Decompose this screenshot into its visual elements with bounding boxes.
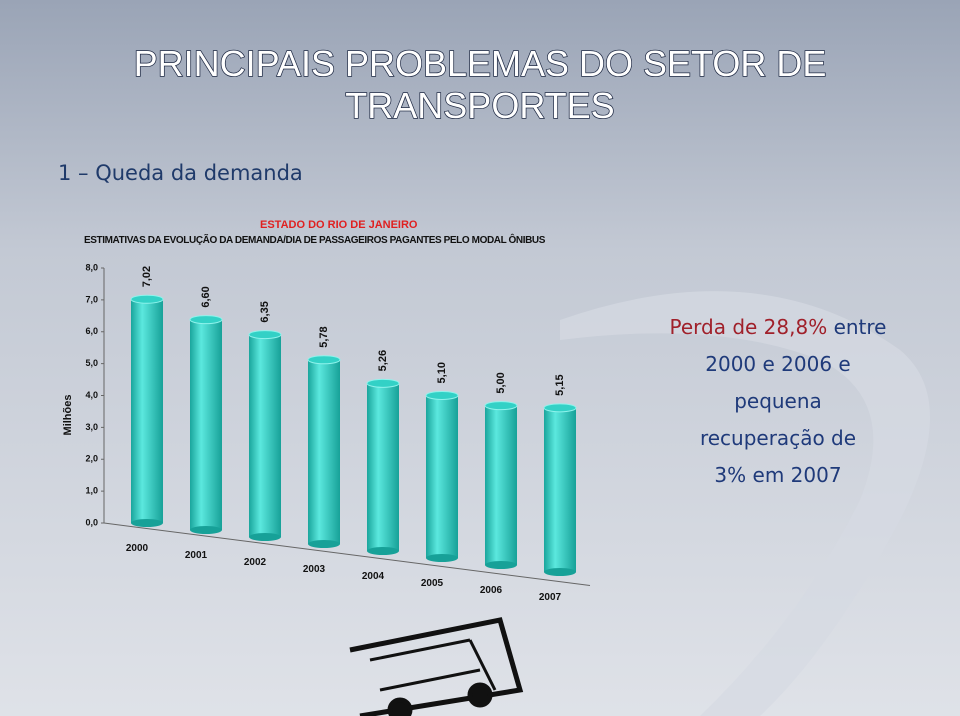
bar — [249, 334, 281, 537]
y-axis-label: Milhões — [62, 395, 74, 436]
decor — [560, 291, 930, 716]
x-axis — [103, 522, 591, 586]
y-tick-label: 0,0 — [85, 517, 98, 527]
bar-top — [425, 390, 459, 400]
bar-top — [484, 401, 518, 411]
bar-top — [307, 355, 341, 365]
y-tick-label: 4,0 — [85, 390, 98, 400]
bar-base — [544, 568, 576, 576]
value-label: 5,15 — [554, 374, 566, 395]
value-label: 6,35 — [259, 301, 271, 322]
bar-top — [248, 330, 282, 340]
bar-base — [190, 526, 222, 534]
bar — [131, 299, 163, 523]
y-tick-label: 5,0 — [85, 358, 98, 368]
note-line: 2000 e 2006 e — [705, 352, 850, 376]
value-label: 5,78 — [318, 326, 330, 347]
value-label: 5,00 — [495, 372, 507, 393]
bar-base — [308, 540, 340, 548]
note-line: recuperação de — [700, 426, 856, 450]
x-tick-label: 2006 — [480, 585, 503, 596]
bar-base — [367, 547, 399, 555]
value-label: 5,26 — [377, 350, 389, 371]
bar — [426, 395, 458, 558]
x-tick-label: 2005 — [421, 578, 444, 589]
note-text: entre — [834, 315, 887, 339]
bar — [190, 319, 222, 530]
x-tick-label: 2004 — [362, 571, 385, 582]
x-tick-label: 2001 — [185, 550, 208, 561]
bar — [544, 407, 576, 572]
x-tick-label: 2007 — [539, 592, 562, 603]
y-tick-label: 6,0 — [85, 326, 98, 336]
bar — [308, 359, 340, 544]
chart-subtitle: ESTIMATIVAS DA EVOLUÇÃO DA DEMANDA/DIA D… — [84, 233, 546, 246]
bar-top — [189, 315, 223, 325]
bar — [485, 405, 517, 565]
x-tick-label: 2002 — [244, 557, 267, 568]
bar-base — [249, 533, 281, 541]
note-line: Perda de 28,8% entre — [669, 315, 886, 339]
y-tick-label: 7,0 — [85, 294, 98, 304]
y-tick-label: 8,0 — [85, 262, 98, 272]
note-line: pequena — [734, 389, 822, 413]
bar-top — [130, 294, 164, 304]
value-label: 5,10 — [436, 362, 448, 383]
slide-title: TRANSPORTES — [345, 85, 614, 126]
bus-icon — [349, 617, 524, 716]
note-line: 3% em 2007 — [714, 463, 841, 487]
y-tick-label: 3,0 — [85, 422, 98, 432]
value-label: 6,60 — [200, 286, 212, 307]
bar-top — [543, 403, 577, 413]
x-tick-label: 2003 — [303, 564, 326, 575]
bar — [367, 383, 399, 551]
chart-title: ESTADO DO RIO DE JANEIRO — [260, 219, 418, 231]
note-highlight: Perda de 28,8% — [669, 315, 827, 339]
y-tick-label: 2,0 — [85, 454, 98, 464]
slide-subtitle: 1 – Queda da demanda — [58, 161, 303, 185]
y-tick-label: 1,0 — [85, 486, 98, 496]
bar-base — [131, 519, 163, 527]
slide-title: PRINCIPAIS PROBLEMAS DO SETOR DE — [134, 43, 827, 84]
x-tick-label: 2000 — [126, 543, 149, 554]
bar-top — [366, 378, 400, 388]
bar-base — [485, 561, 517, 569]
value-label: 7,02 — [141, 266, 153, 287]
bar-base — [426, 554, 458, 562]
